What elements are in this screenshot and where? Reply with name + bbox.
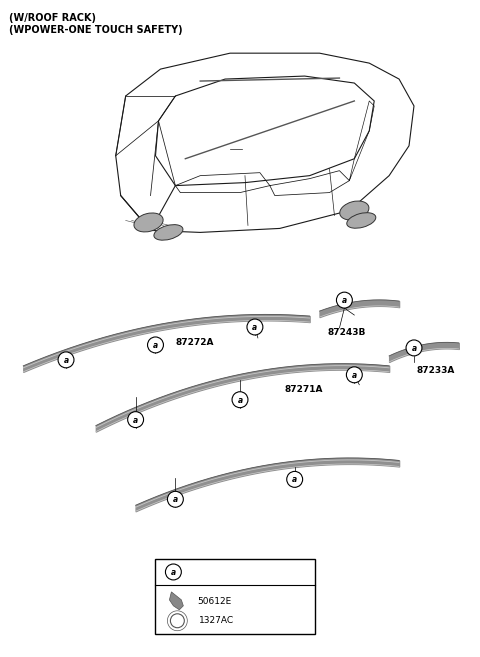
Text: 87233A: 87233A [417,366,456,375]
Text: a: a [292,476,297,484]
Ellipse shape [347,213,376,228]
Text: a: a [171,568,176,577]
Text: a: a [342,296,347,305]
Text: 50612E: 50612E [197,597,231,606]
Text: 1327AC: 1327AC [199,616,234,625]
Text: a: a [411,344,417,353]
Bar [156,559,314,634]
Circle shape [58,352,74,368]
Text: (WPOWER-ONE TOUCH SAFETY): (WPOWER-ONE TOUCH SAFETY) [9,25,183,35]
Circle shape [406,340,422,356]
Text: a: a [63,356,69,365]
Ellipse shape [340,201,369,220]
Text: a: a [173,495,178,505]
Text: a: a [153,341,158,350]
Text: (W/ROOF RACK): (W/ROOF RACK) [9,13,96,24]
Circle shape [168,491,183,507]
Ellipse shape [134,213,163,232]
Text: a: a [238,396,242,405]
Circle shape [347,367,362,383]
Circle shape [166,564,181,580]
Circle shape [336,292,352,308]
Text: 87272A: 87272A [175,338,214,347]
Text: 87243B: 87243B [327,328,366,337]
Text: a: a [133,416,138,424]
Circle shape [247,319,263,335]
Circle shape [232,392,248,407]
Text: a: a [352,371,357,380]
Polygon shape [169,592,183,610]
Ellipse shape [154,225,183,240]
Circle shape [128,412,144,428]
Text: a: a [252,323,257,332]
Circle shape [287,471,302,487]
Text: 87271A: 87271A [285,385,323,394]
Circle shape [147,337,164,353]
